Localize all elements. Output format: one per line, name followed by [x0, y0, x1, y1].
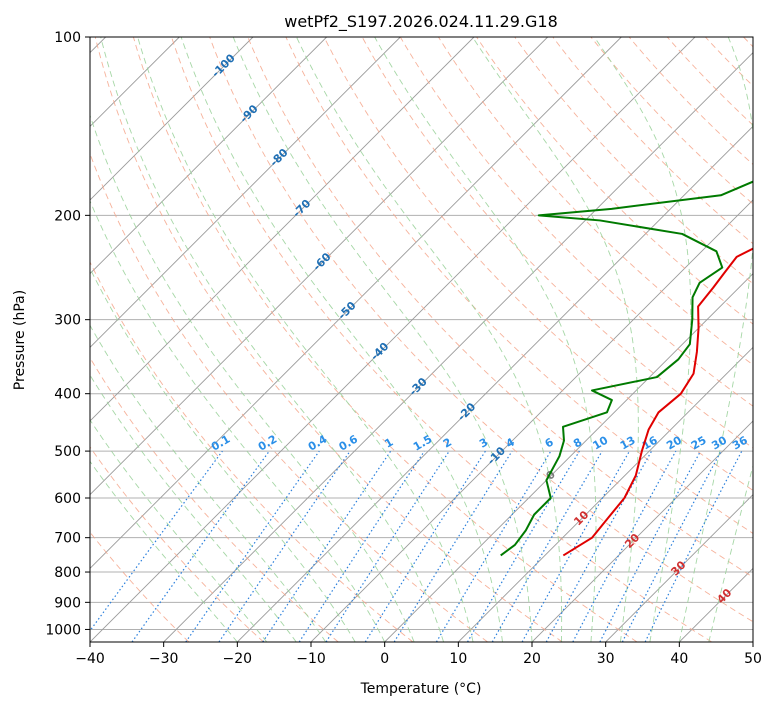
y-tick-label: 600	[54, 491, 81, 507]
dry-adiabat-line	[90, 261, 414, 642]
isotherm-line	[90, 37, 401, 348]
x-tick-label: 50	[744, 651, 762, 667]
y-tick-label: 400	[54, 387, 81, 403]
moist-adiabat-line	[90, 324, 327, 642]
mixing-ratio-line	[218, 450, 351, 642]
profile-series	[500, 180, 753, 557]
plot-frame	[89, 36, 754, 643]
mixing-ratio-line	[364, 450, 486, 642]
moist-adiabat-line	[90, 374, 297, 642]
x-tick-label: 10	[449, 651, 467, 667]
moist-adiabat-line	[90, 113, 415, 642]
isotherm-line	[163, 52, 753, 642]
mixing-ratio-line	[131, 450, 270, 642]
moist-adiabat-line	[100, 37, 445, 642]
y-tick-label: 100	[54, 30, 81, 46]
isotherm-line	[90, 37, 475, 422]
mixing-ratio-line	[393, 450, 513, 642]
isotherm-line	[90, 37, 254, 201]
y-tick-label: 800	[54, 565, 81, 581]
y-tick-label: 1000	[45, 622, 81, 638]
dry-adiabat-line	[628, 37, 753, 166]
isotherm-line	[90, 37, 696, 642]
moist-adiabat-line	[90, 460, 238, 642]
mixing-ratio-line	[90, 450, 223, 632]
mixing-ratio-line	[435, 450, 552, 642]
x-tick-label: −30	[149, 651, 179, 667]
isotherm-line	[384, 273, 753, 642]
y-tick-label: 300	[54, 313, 81, 329]
moist-adiabat-line	[180, 37, 503, 642]
y-axis-label: Pressure (hPa)	[12, 290, 28, 390]
x-tick-label: 40	[670, 651, 688, 667]
dry-adiabat-line	[209, 37, 753, 623]
dry-adiabat-line	[476, 37, 753, 325]
mixing-ratio-line	[466, 450, 580, 642]
isotherm-line	[90, 37, 622, 569]
isotherm-line	[90, 37, 548, 496]
dry-adiabat-line	[514, 37, 753, 285]
dry-adiabat-line	[399, 37, 753, 407]
y-tick-label: 500	[54, 444, 81, 460]
moist-adiabat-line	[296, 37, 563, 642]
y-tick-label: 200	[54, 208, 81, 224]
mixing-ratio-line	[572, 450, 677, 642]
dry-adiabat-line	[90, 446, 264, 642]
y-axis: 100 200 300 400 500 600 700 800 900 1000	[45, 30, 90, 638]
mixing-ratio-line	[491, 450, 603, 642]
x-tick-label: −10	[296, 651, 326, 667]
temperature-profile-line	[562, 247, 753, 557]
mixing-ratio-line	[185, 450, 320, 642]
x-axis-label: Temperature (°C)	[360, 681, 482, 697]
x-tick-label: 20	[523, 651, 541, 667]
x-axis: −40 −30 −20 −10 0 10 20 30 40 50	[75, 642, 762, 667]
mixing-ratio-line	[325, 450, 450, 642]
isotherm-line	[458, 346, 753, 642]
moist-adiabat-line	[90, 267, 356, 642]
isotherm-line	[605, 494, 753, 642]
moist-adiabat-line	[374, 37, 597, 642]
isotherm-line	[237, 125, 753, 642]
dry-adiabat-line	[94, 37, 563, 642]
moist-adiabat-line	[708, 463, 753, 642]
moist-adiabat-line	[137, 37, 474, 642]
plot-background	[90, 37, 753, 642]
y-tick-label: 900	[54, 595, 81, 611]
x-tick-label: −20	[223, 651, 253, 667]
x-tick-label: −40	[75, 651, 105, 667]
moist-adiabat-line	[678, 37, 753, 642]
isotherm-line	[90, 37, 327, 275]
chart-title: wetPf2_S197.2026.024.11.29.G18	[284, 12, 558, 32]
y-tick-label: 700	[54, 531, 81, 547]
mixing-ratio-line	[521, 450, 631, 642]
moist-adiabat-line	[232, 37, 533, 642]
dry-adiabat-line	[247, 37, 753, 578]
x-tick-label: 30	[597, 651, 615, 667]
dewpoint-profile-line	[500, 180, 753, 557]
isotherm-line	[531, 420, 753, 642]
dry-adiabat-line	[361, 37, 753, 449]
mixing-ratio-line	[545, 450, 653, 642]
moist-adiabat-line	[90, 199, 386, 642]
x-tick-label: 0	[380, 651, 389, 667]
moist-adiabat-line	[472, 37, 639, 642]
dry-adiabat-line	[323, 37, 753, 491]
dry-adiabat-line	[132, 37, 638, 642]
